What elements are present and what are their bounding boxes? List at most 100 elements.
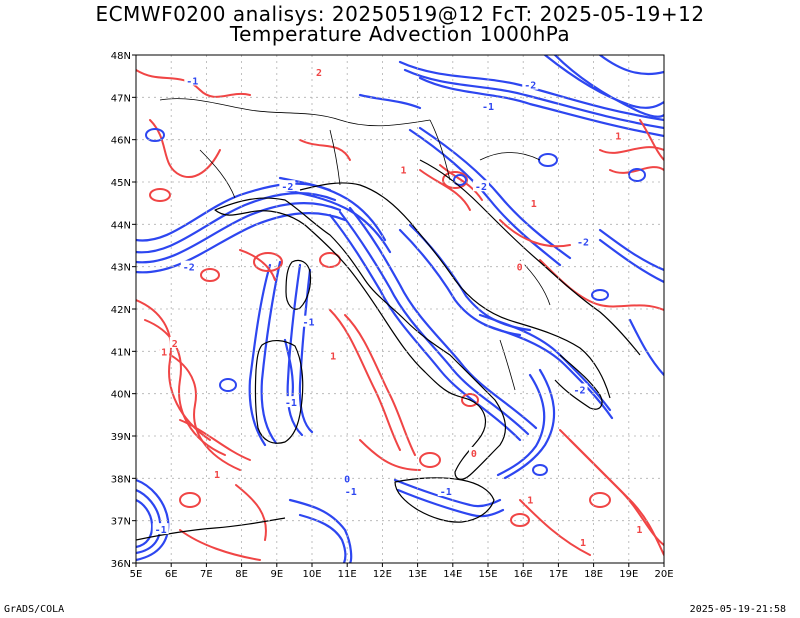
x-tick-label: 10E [302, 569, 321, 580]
y-tick-label: 41N [111, 347, 131, 358]
contour-label-background [180, 260, 197, 272]
x-tick-label: 7E [200, 569, 213, 580]
contour-value-label: 1 [330, 352, 336, 363]
x-tick-label: 12E [373, 569, 392, 580]
contour-label-background [472, 180, 489, 192]
blue-contour-rings [145, 128, 646, 476]
contour-label-background [282, 396, 299, 408]
footer-credit: GrADS/COLA [4, 604, 65, 615]
contour-value-label: 2 [316, 68, 322, 79]
y-tick-label: 36N [111, 559, 131, 570]
sardinia-coast [254, 340, 304, 444]
contour-value-label: -1 [285, 398, 297, 409]
contour-value-label: 0 [344, 474, 350, 485]
x-tick-label: 9E [270, 569, 283, 580]
contour-label-background [159, 345, 170, 357]
y-tick-label: 47N [111, 93, 131, 104]
y-tick-label: 43N [111, 263, 131, 274]
contour-value-label: -2 [475, 182, 487, 193]
italy-peninsula-coast [214, 197, 507, 480]
contour-value-label: 1 [214, 470, 220, 481]
contour-label-background [342, 472, 353, 484]
contour-label-background [398, 163, 409, 175]
blue-contour-blob-southwest [136, 478, 170, 562]
contour-value-label: 1 [531, 199, 537, 210]
contour-layer [136, 55, 664, 563]
contour-value-label: -1 [155, 525, 167, 536]
x-tick-label: 19E [619, 569, 638, 580]
contour-label-background [211, 468, 222, 480]
contour-label-background [169, 336, 180, 348]
contour-value-label: 1 [580, 538, 586, 549]
contour-value-label: -1 [440, 487, 452, 498]
sicily-coast [394, 477, 495, 523]
contour-value-label: 1 [615, 131, 621, 142]
contour-label-background [184, 74, 201, 86]
contour-value-label: -1 [482, 102, 494, 113]
contour-label-background [437, 485, 454, 497]
tunisia-coast [136, 517, 286, 541]
contour-label-background [613, 129, 624, 141]
contour-value-label: -2 [281, 182, 293, 193]
x-tick-label: 8E [235, 569, 248, 580]
blue-contour-band-sicily [288, 478, 505, 563]
x-tick-label: 5E [130, 569, 143, 580]
chart-title: ECMWF0200 analisys: 20250519@12 FcT: 202… [95, 2, 705, 26]
contour-value-label: -1 [302, 318, 314, 329]
x-tick-label: 15E [478, 569, 497, 580]
x-tick-label: 17E [549, 569, 568, 580]
y-tick-label: 40N [111, 390, 131, 401]
contour-value-label: -2 [573, 385, 585, 396]
y-tick-label: 38N [111, 474, 131, 485]
contour-label-background [480, 99, 496, 111]
chart-subtitle: Temperature Advection 1000hPa [229, 22, 571, 46]
x-axis: 5E 6E 7E 8E 9E 10E 11E 12E 13E 14E 15E 16E 17E 18E 19E… [130, 563, 674, 580]
contour-value-label: 1 [527, 496, 533, 507]
contour-label-background [528, 197, 539, 209]
footer-timestamp: 2025-05-19-21:58 [689, 604, 786, 615]
contour-value-label: 1 [401, 165, 407, 176]
y-tick-label: 48N [111, 51, 131, 62]
y-tick-label: 45N [111, 178, 131, 189]
x-tick-label: 6E [165, 569, 178, 580]
contour-label-background [468, 446, 479, 458]
contour-label-background [314, 65, 325, 77]
contour-value-label: -2 [183, 263, 195, 274]
contour-value-label: 0 [517, 263, 523, 274]
contour-label-background [514, 260, 525, 272]
contour-label-background [342, 485, 359, 497]
red-contours [136, 69, 664, 561]
grid-lines [136, 55, 664, 563]
y-tick-label: 39N [111, 432, 131, 443]
contour-value-label: -1 [186, 76, 198, 87]
y-tick-label: 37N [111, 517, 131, 528]
heel-coast [554, 354, 603, 410]
contour-label-background [571, 383, 588, 395]
contour-value-label: -2 [577, 237, 589, 248]
x-tick-label: 14E [443, 569, 462, 580]
x-tick-label: 13E [408, 569, 427, 580]
red-contour-rings [149, 171, 611, 527]
contour-value-label: 2 [172, 339, 178, 350]
y-tick-label: 44N [111, 220, 131, 231]
contour-label-background [152, 523, 169, 535]
blue-contour-band-sardinia [248, 260, 314, 447]
contour-label-background [279, 180, 296, 192]
x-tick-label: 16E [514, 569, 533, 580]
contour-label-background [634, 523, 645, 535]
x-tick-label: 18E [584, 569, 603, 580]
balkan-coast [419, 159, 641, 356]
contour-label-background [525, 493, 536, 505]
contour-label-background [522, 78, 539, 90]
y-tick-label: 42N [111, 305, 131, 316]
contour-label-background [575, 235, 592, 247]
border-lines [159, 98, 551, 391]
contour-label-background [578, 535, 589, 547]
blue-contour-band-north [358, 55, 664, 138]
contour-value-label: -1 [345, 487, 357, 498]
contour-value-label: 1 [636, 525, 642, 536]
corsica-coast [285, 259, 312, 310]
blue-contour-band-adriatic-east [408, 126, 664, 377]
contour-value-label: -2 [524, 81, 536, 92]
